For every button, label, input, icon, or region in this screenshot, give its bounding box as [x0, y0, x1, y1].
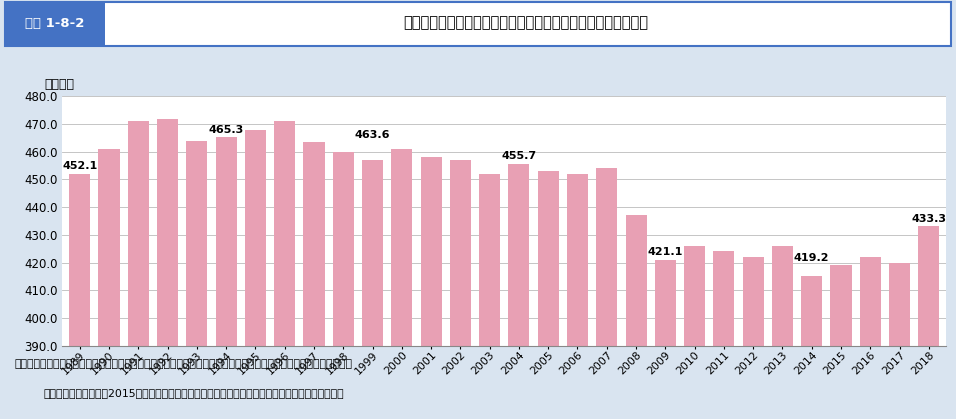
Bar — [479, 174, 500, 419]
Bar — [713, 251, 734, 419]
Bar — [421, 157, 442, 419]
Bar — [69, 173, 90, 419]
Text: 421.1: 421.1 — [647, 247, 683, 257]
Bar — [537, 171, 558, 419]
Bar — [655, 259, 676, 419]
Text: 図表 1-8-2: 図表 1-8-2 — [25, 17, 85, 30]
Text: 年勤続者の平均給与を2015年基準の消費者物価指数（持ち家の帰属家賌を除く総合）で補正した。: 年勤続者の平均給与を2015年基準の消費者物価指数（持ち家の帰属家賌を除く総合）… — [43, 388, 343, 398]
Bar — [801, 277, 822, 419]
Bar — [625, 215, 646, 419]
Text: 419.2: 419.2 — [794, 253, 830, 263]
Bar — [771, 246, 793, 419]
Text: （万円）: （万円） — [44, 78, 75, 91]
Bar — [450, 160, 471, 419]
Bar — [303, 142, 324, 419]
Text: 資料：厄生労働省政策統括官付政策立案・評価担当参事官室において、国税庁「民間給与実態統計調査」のうち、１: 資料：厄生労働省政策統括官付政策立案・評価担当参事官室において、国税庁「民間給与… — [14, 359, 353, 369]
Bar — [186, 141, 207, 419]
Bar — [889, 263, 910, 419]
Bar — [98, 149, 120, 419]
Bar — [859, 257, 880, 419]
Bar — [215, 137, 237, 419]
Bar — [362, 160, 383, 419]
Text: 465.3: 465.3 — [208, 125, 244, 135]
Bar — [157, 119, 178, 419]
Bar — [274, 122, 295, 419]
Bar — [128, 122, 149, 419]
Bar — [391, 149, 412, 419]
Bar — [333, 152, 354, 419]
Bar — [684, 246, 706, 419]
Bar — [5, 3, 105, 46]
Bar — [919, 226, 940, 419]
Text: 463.6: 463.6 — [355, 129, 390, 140]
Text: 455.7: 455.7 — [501, 151, 536, 161]
Bar — [567, 174, 588, 419]
Bar — [831, 265, 852, 419]
Bar — [245, 129, 266, 419]
Text: 平均給与（実質）の推移（１年を通じて勤務した給与所得者）: 平均給与（実質）の推移（１年を通じて勤務した給与所得者） — [403, 16, 648, 31]
Bar — [509, 164, 530, 419]
Bar — [597, 168, 618, 419]
Text: 433.3: 433.3 — [911, 214, 946, 223]
Bar — [743, 257, 764, 419]
Text: 452.1: 452.1 — [62, 161, 98, 171]
